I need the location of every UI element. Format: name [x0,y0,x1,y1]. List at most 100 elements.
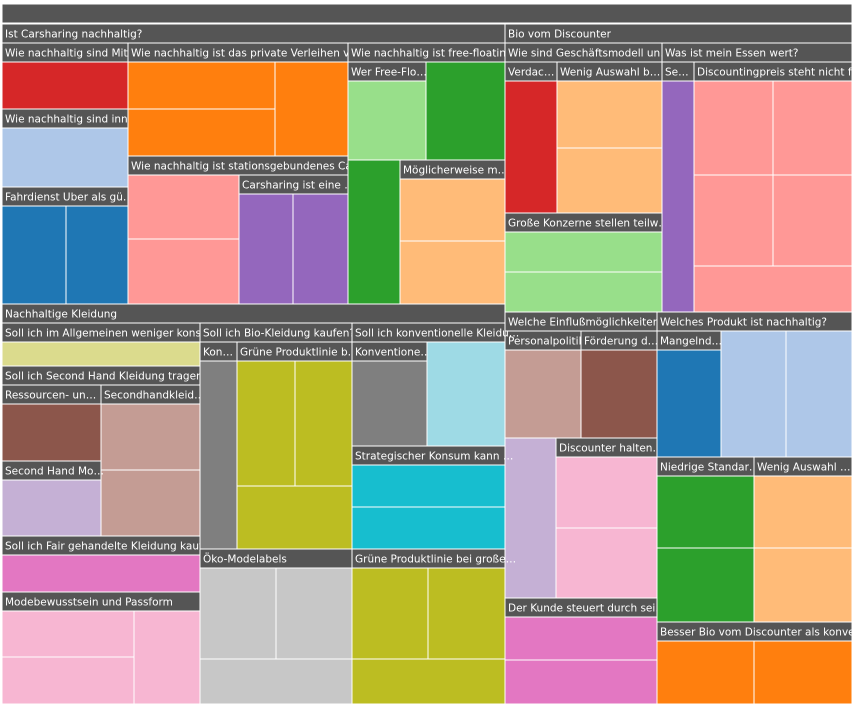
treemap-leaf [127,61,276,110]
treemap-leaf [753,547,853,623]
group-header: Ist Carsharing nachhaltig? [5,29,142,41]
treemap-leaf [127,108,276,157]
leaf-group-header: Mangelnd… [660,336,722,348]
treemap-leaf [274,61,349,157]
leaf-group-header: Wer Free-Flo… [351,67,427,79]
subgroup-header: Soll ich Second Hand Kleidung tragen? [5,371,208,383]
treemap-leaf [425,61,506,161]
leaf-group-header: Carsharing ist eine … [242,180,355,192]
leaf-group-header: Konventione… [355,347,431,359]
treemap-leaf [556,80,663,149]
treemap-leaf [1,127,129,188]
treemap-leaf [294,360,353,487]
leaf-group-header: Ressourcen- un… [5,390,96,402]
treemap-leaf [504,349,582,439]
treemap-leaf [1,479,102,537]
treemap-leaf [785,330,853,458]
treemap-leaf [347,80,427,161]
subgroup-header: Soll ich im Allgemeinen weniger kons… [5,328,211,340]
leaf-group-header: Verdac… [508,67,554,79]
leaf-group-header: Besser Bio vom Discounter als konve… [660,627,854,639]
leaf-group-header: Personalpolitik [508,336,586,348]
subgroup-header: Was ist mein Essen wert? [665,48,798,60]
treemap-leaf [656,475,755,549]
treemap-leaf [693,174,774,267]
treemap-leaf [504,437,557,599]
treemap-root-bar [1,3,853,24]
leaf-group-header: Discountingpreis steht nicht f… [697,67,854,79]
leaf-group-header: Der Kunde steuert durch sei… [508,603,666,615]
treemap-leaf [656,349,722,458]
subgroup-header: Soll ich Bio-Kleidung kaufen? [203,328,355,340]
treemap-leaf [351,360,428,447]
subgroup-header: Welches Produkt ist nachhaltig? [660,317,827,329]
leaf-group-header: Förderung d… [584,336,658,348]
leaf-group-header: Wenig Auswahl b… [560,67,660,79]
subgroup-header: Grüne Produktlinie bei große… [355,554,516,566]
treemap-leaf [1,656,135,705]
group-header: Bio vom Discounter [508,29,612,41]
subgroup-header: Modebewusstsein und Passform [5,597,173,609]
treemap-leaf [580,349,658,439]
subgroup-header: Wie sind Geschäftsmodell un… [508,48,671,60]
treemap-leaf [351,506,506,550]
treemap-leaf [656,547,755,623]
treemap-leaf [399,240,506,305]
treemap-leaf [100,403,201,471]
subgroup-header: Wie nachhaltig ist das private Verleihen… [131,48,366,60]
treemap-leaf [199,658,353,705]
subgroup-header: Soll ich konventionelle Kleidu… [355,328,519,340]
treemap-leaf [127,174,240,240]
treemap-leaf [720,330,787,458]
subgroup-header: Fahrdienst Uber als gü… [5,192,133,204]
treemap-leaf [693,80,774,176]
treemap-leaf [127,238,240,305]
treemap-leaf [504,80,558,214]
subgroup-header: Wie nachhaltig ist stationsgebundenes Ca… [131,161,367,173]
group-header: Nachhaltige Kleidung [5,309,117,321]
subgroup-header: Öko-Modelabels [203,553,287,566]
leaf-group-header: Wenig Auswahl … [757,462,851,474]
treemap-leaf [351,567,429,660]
treemap-leaf [656,640,755,705]
treemap-leaf [1,205,67,305]
leaf-group-header: Secondhandkleid… [104,390,205,402]
treemap-leaf [504,659,658,705]
treemap-leaf [772,174,853,267]
treemap-leaf [693,265,853,313]
leaf-group-header: Große Konzerne stellen teilw… [508,218,669,230]
treemap-leaf [504,616,658,661]
treemap-leaf [236,485,353,550]
treemap-leaf [65,205,129,305]
leaf-group-header: Second Hand Mo… [5,466,104,478]
treemap-leaf [100,469,201,537]
treemap-leaf [427,567,506,660]
treemap-leaf [1,610,135,658]
leaf-group-header: Strategischer Konsum kann … [355,451,513,463]
treemap-leaf [1,61,129,110]
treemap-leaf [661,80,695,313]
treemap-leaf [1,341,201,367]
treemap-leaf [555,527,658,599]
treemap-leaf [351,658,506,705]
subgroup-header: Wie nachhaltig ist free-floatin… [351,48,516,60]
treemap-leaf [504,231,663,273]
subgroup-header: Wie nachhaltig sind inn… [5,114,138,126]
treemap-leaf [772,80,853,176]
leaf-group-header: Discounter halten… [559,443,663,455]
treemap-leaf [133,610,201,705]
treemap-leaf [426,341,506,447]
treemap-leaf [292,193,349,305]
leaf-group-header: Kon… [203,347,233,359]
subgroup-header: Wie nachhaltig sind Mit… [5,48,138,60]
leaf-group-header: Möglicherweise m… [403,165,508,177]
subgroup-header: Soll ich Fair gehandelte Kleidung kauf… [5,541,213,553]
treemap-leaf [753,640,853,705]
treemap-leaf [199,567,277,660]
treemap-leaf [556,147,663,214]
treemap-leaf [275,567,353,660]
leaf-group-header: Grüne Produktlinie b… [240,347,358,359]
treemap-leaf [1,554,201,593]
